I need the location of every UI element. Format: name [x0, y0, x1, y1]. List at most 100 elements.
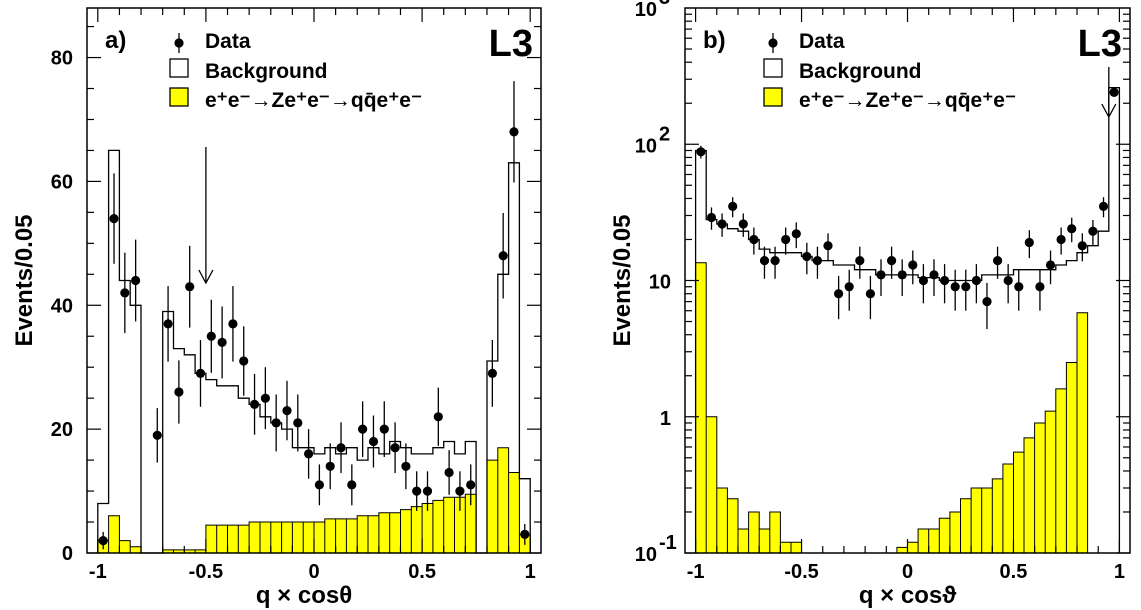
data-point	[228, 319, 238, 329]
arrow-head	[1101, 103, 1117, 119]
data-point	[728, 201, 738, 211]
legend-label: Data	[205, 30, 251, 53]
y-tick-label: 20	[51, 419, 73, 441]
data-point	[195, 368, 206, 378]
y-tick-label: 10	[635, 544, 657, 566]
x-tick-label: -0.5	[189, 561, 223, 583]
data-point	[422, 486, 433, 496]
x-tick-label: 0.5	[1000, 561, 1028, 583]
data-point	[834, 289, 844, 299]
data-point	[1014, 282, 1024, 292]
legend-data-marker	[174, 38, 184, 48]
data-point	[390, 443, 400, 453]
data-point	[1024, 237, 1034, 248]
data-point	[152, 430, 162, 440]
y-axis-label: Events/0.05	[609, 214, 636, 346]
data-point	[940, 275, 950, 286]
data-point	[749, 234, 759, 245]
data-point	[961, 282, 971, 292]
x-tick-label: -0.5	[784, 561, 818, 583]
panel-label: b)	[703, 27, 726, 54]
data-point	[358, 424, 368, 434]
data-point	[487, 368, 497, 378]
legend-data-marker	[768, 38, 778, 48]
data-point	[249, 399, 260, 409]
x-tick-label: 0	[308, 561, 319, 583]
y-tick-label: 10	[635, 0, 657, 21]
x-tick-label: 0.5	[408, 561, 436, 583]
data-point	[109, 214, 119, 224]
x-tick-label: 0	[902, 561, 913, 583]
data-point	[304, 449, 314, 459]
data-point	[993, 256, 1003, 266]
data-point	[1067, 224, 1077, 234]
data-point	[239, 356, 249, 366]
experiment-label: L3	[1078, 23, 1122, 65]
data-point	[1056, 234, 1066, 245]
legend-label: Background	[799, 60, 922, 83]
y-tick-label: 0	[62, 543, 73, 565]
legend-label: e⁺e⁻→Ze⁺e⁻→qq̄e⁺e⁻	[799, 89, 1016, 112]
experiment-label: L3	[489, 23, 533, 65]
data-point	[791, 229, 801, 239]
y-tick-label: 40	[51, 295, 73, 317]
y-tick-exponent: 3	[659, 0, 670, 9]
y-tick-label: 10	[649, 272, 671, 294]
data-point	[131, 275, 141, 286]
data-point	[971, 275, 982, 286]
data-point	[1003, 275, 1013, 286]
panel-label: a)	[105, 27, 126, 54]
data-point	[802, 251, 812, 262]
legend: Data Background e⁺e⁻→Ze⁺e⁻→qq̄e⁺e⁻	[763, 30, 1016, 112]
y-tick-label: 1	[660, 408, 671, 430]
data-point	[929, 270, 939, 280]
data-point	[412, 486, 422, 496]
y-tick-exponent: -1	[659, 532, 677, 554]
legend-label: Data	[799, 30, 845, 53]
signal-histogram	[695, 262, 1089, 554]
background-histogram	[694, 87, 1121, 553]
legend: Data Background e⁺e⁻→Ze⁺e⁻→qq̄e⁺e⁻	[169, 30, 422, 112]
data-point	[855, 256, 865, 266]
arrow-head	[198, 269, 214, 285]
x-tick-label: -1	[687, 561, 705, 583]
data-point	[206, 331, 216, 341]
data-point	[918, 275, 929, 286]
y-tick-label: 60	[51, 171, 73, 193]
data-point	[717, 219, 727, 229]
data-point	[433, 412, 443, 422]
data-point	[120, 288, 130, 298]
data-point	[336, 443, 346, 453]
data-point	[260, 393, 270, 403]
legend-background-swatch	[763, 58, 783, 78]
data-point	[897, 270, 907, 280]
data-point	[1045, 260, 1056, 270]
legend-signal-swatch	[763, 87, 783, 107]
legend-label: e⁺e⁻→Ze⁺e⁻→qq̄e⁺e⁻	[205, 89, 422, 112]
legend-background-swatch	[169, 58, 189, 78]
data-point	[781, 234, 791, 245]
data-point	[271, 418, 281, 428]
data-point	[738, 219, 748, 229]
data-point	[347, 480, 357, 490]
data-point	[466, 480, 476, 490]
y-axis-label: Events/0.05	[11, 214, 38, 346]
data-point	[1088, 226, 1098, 236]
data-point	[876, 270, 886, 280]
data-point	[455, 486, 465, 496]
x-axis-label: q × cosθ	[256, 582, 352, 609]
data-point	[887, 256, 897, 266]
y-tick-label: 80	[51, 48, 73, 70]
y-tick-label: 10	[635, 135, 657, 157]
data-point	[823, 241, 833, 251]
data-point	[293, 418, 303, 428]
x-tick-label: -1	[89, 561, 107, 583]
data-point	[174, 387, 184, 397]
panel-a: -1 -0.5 0 0.5 1 0 20 40 60 80 q × cosθ Events/0.05 a…	[11, 7, 542, 609]
data-point	[865, 289, 876, 299]
data-point	[368, 436, 379, 447]
data-point	[401, 461, 411, 471]
data-point	[325, 461, 335, 471]
